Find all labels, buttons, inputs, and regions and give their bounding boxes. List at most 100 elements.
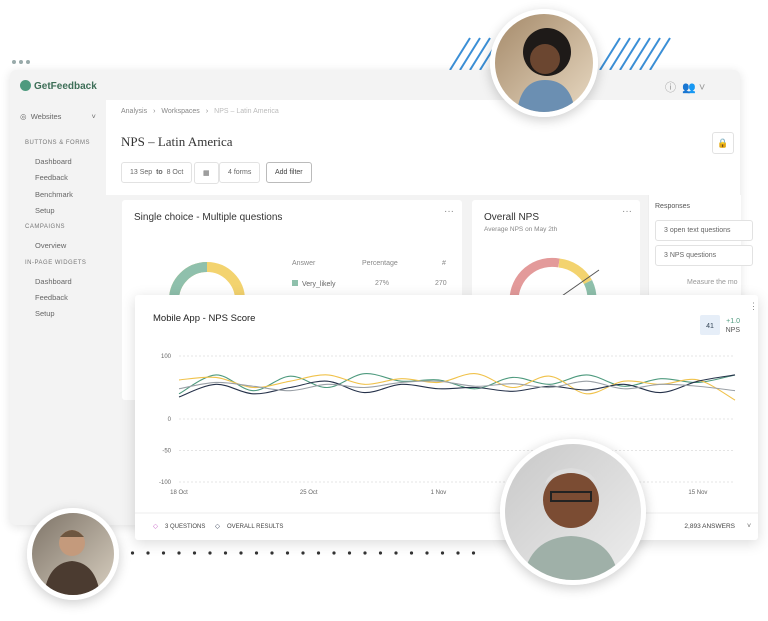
calendar[interactable]: ▦ [194,162,219,184]
count: 270 [435,280,447,287]
dot [332,551,336,555]
crumb-sep: › [205,108,209,115]
badge-value: 41 [706,323,714,330]
crumb[interactable]: NPS – Latin America [214,108,279,115]
card-menu[interactable]: ··· [622,206,632,217]
nps-badge [700,315,720,335]
sidebar-item[interactable]: Benchmark [35,189,73,199]
series-line [178,373,736,401]
dot [378,551,383,555]
response-note: Measure the mo [687,279,738,286]
sidebar-item[interactable]: Feedback [35,292,68,302]
response-item[interactable]: 3 NPS questions [655,245,753,266]
crumb[interactable]: Analysis [121,108,148,115]
chart: 100 0 -50 -100 18 Oct 25 Oct 1 Nov 15 Nov Mobil… [135,301,758,530]
date-to: 8 Oct [166,169,184,176]
dot [440,551,445,555]
brand-name: GetFeedback [34,81,97,92]
date-from: 13 Sep [130,169,153,176]
y-tick-label: 100 [161,354,172,360]
row-answer: Very_likely [292,280,335,288]
legend-item[interactable]: OVERALL RESULTS [227,524,283,530]
brand: GetFeedback [20,80,97,92]
sidebar-section: BUTTONS & FORMS [25,140,91,146]
card-subtitle: Average NPS on May 2th [484,226,558,233]
col-header: # [442,260,446,267]
sidebar-section: IN-PAGE WIDGETS [25,259,87,266]
series-line [178,380,736,392]
window-dots [12,60,30,64]
sidebar-item[interactable]: Setup [35,205,55,215]
dot [456,551,460,555]
col-header: Answer [292,260,316,267]
forms-filter[interactable]: 4 forms [219,162,261,183]
dot [425,551,429,555]
site-name: Websites [30,112,62,121]
dot-row [115,551,476,555]
sidebar-item[interactable]: Setup [35,309,55,319]
date-to-sep: to [156,169,163,176]
date-range[interactable]: 13 Sep to 8 Oct [121,162,193,183]
answer: Very_likely [302,281,336,288]
sidebar-item[interactable]: Feedback [35,173,68,183]
percentage: 27% [375,280,390,287]
dot [130,551,135,555]
sidebar-item[interactable]: Dashboard [35,276,72,286]
dot [208,551,212,555]
chart-menu[interactable]: ⋮ [749,301,758,311]
x-tick-label: 18 Oct [170,490,188,496]
legend-icon: ◇ [215,523,221,530]
photo-man-right [500,439,646,585]
badge-change: +1.0 [726,318,740,325]
y-tick-label: -50 [162,449,171,455]
header: Analysis › Workspaces › NPS – Latin America … [106,100,740,195]
dot [285,551,290,555]
header-icons[interactable]: ⓘ 👥 ˅ [665,82,706,94]
panel-title: Responses [655,203,691,210]
y-tick-label: 0 [168,417,172,423]
dot [347,551,352,555]
dot [239,551,243,555]
sidebar-item[interactable]: Dashboard [35,157,72,166]
dot [394,551,398,555]
card-title: Single choice - Multiple questions [134,212,283,223]
dot [254,551,259,555]
response-item[interactable]: 3 open text questions [655,220,753,241]
card-menu[interactable]: ··· [444,206,454,217]
photo-woman [490,9,598,117]
dot [161,551,166,555]
photo-man-left [27,508,119,600]
dot [192,551,197,555]
sidebar-section: CAMPAIGNS [25,224,66,231]
answers-count: 2,893 ANSWERS [684,523,735,530]
dot [146,551,150,555]
dot [409,551,414,555]
dot [270,551,274,555]
legend-item[interactable]: 3 QUESTIONS [165,524,205,530]
dot [223,551,228,555]
dot [316,551,321,555]
sidebar-item[interactable]: Overview [35,241,67,251]
legend-icon: ◇ [153,523,159,530]
expand[interactable]: ˅ [747,523,751,530]
add-filter[interactable]: Add filter [266,162,312,183]
dot [471,551,476,555]
col-header: Percentage [362,260,398,267]
lock[interactable]: 🔒 [712,132,734,154]
chart-title: Mobile App - NPS Score [153,313,255,324]
series-line [178,373,736,395]
series-line [178,374,736,398]
badge-label: NPS [726,327,741,334]
dot [363,551,367,555]
page-title: NPS – Latin America [121,134,233,149]
x-tick-label: 1 Nov [431,490,447,496]
dot [301,551,305,555]
crumb[interactable]: Workspaces [161,108,200,115]
breadcrumb: Analysis › Workspaces › NPS – Latin America [121,108,279,115]
card-title: Overall NPS [484,212,540,223]
site-select[interactable]: ◎ Websites ˅ [20,112,96,121]
x-tick-label: 25 Oct [300,490,318,496]
chart-card: 100 0 -50 -100 18 Oct 25 Oct 1 Nov 15 Nov Mobil… [135,295,758,540]
